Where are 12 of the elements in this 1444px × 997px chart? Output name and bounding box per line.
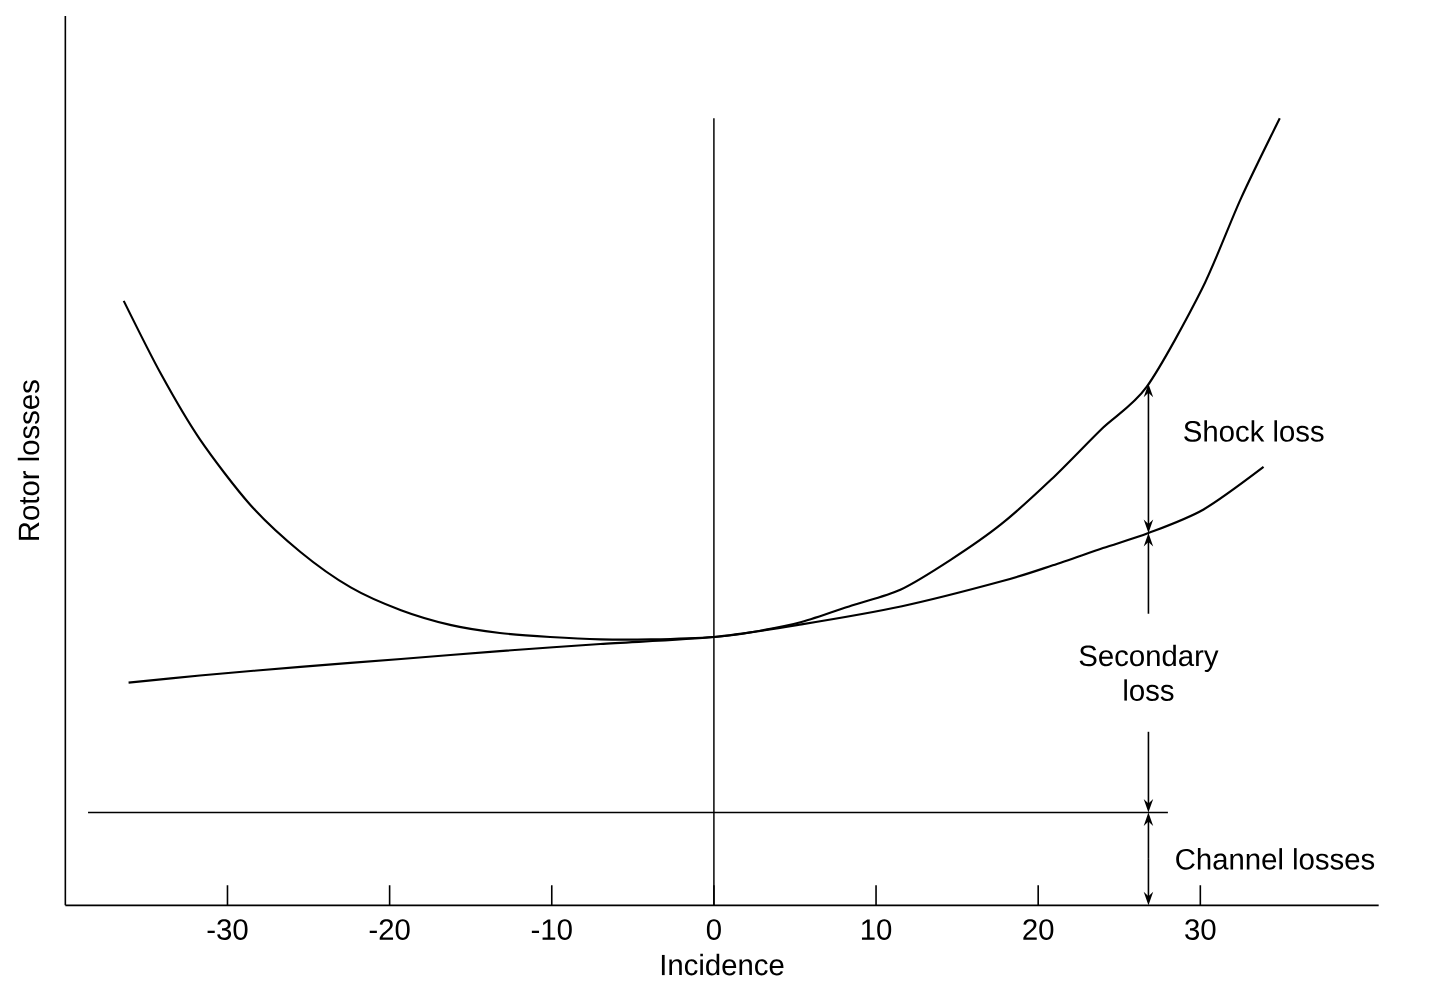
x-tick-label: -20 — [369, 918, 410, 940]
x-tick-label: -30 — [207, 918, 248, 940]
y-axis-title: Rotor losses — [17, 380, 40, 540]
x-tick-label: 0 — [706, 918, 721, 940]
x-tick-label: 20 — [1023, 918, 1054, 940]
x-axis-title: Incidence — [661, 953, 784, 976]
annotation: Channel losses — [1176, 847, 1375, 870]
annotation: Shock loss — [1184, 420, 1324, 442]
x-tick-label: 10 — [861, 918, 892, 940]
annotation: Secondary loss — [1079, 644, 1219, 701]
x-tick-label: 30 — [1185, 918, 1216, 940]
x-tick-label: -10 — [531, 918, 572, 940]
